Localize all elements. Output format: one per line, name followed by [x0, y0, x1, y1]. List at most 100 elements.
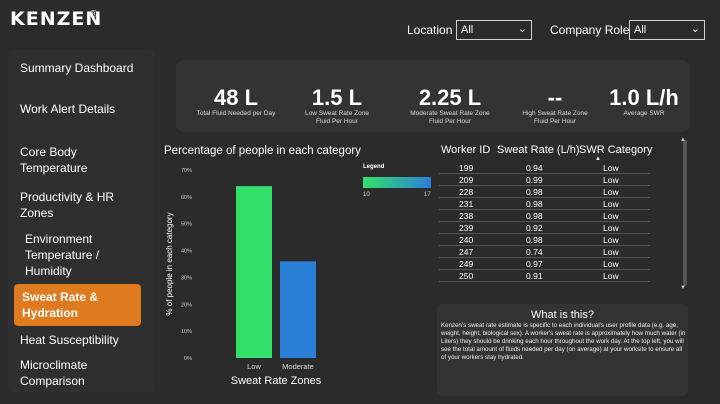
legend-max: 17 [424, 192, 431, 198]
sidebar [8, 50, 154, 392]
cell-worker-id: 231 [459, 199, 474, 209]
cell-worker-id: 239 [459, 223, 474, 233]
nav-work-alert-details[interactable]: Work Alert Details [20, 102, 116, 116]
registered-mark: ® [90, 9, 98, 20]
cell-swr-category: Low [603, 235, 619, 245]
kpi-average-swr-label: Average SWR [623, 110, 665, 117]
kpi-low-zone-value: 1.5 L [311, 85, 363, 110]
nav-summary-dashboard[interactable]: Summary Dashboard [20, 61, 134, 75]
cell-worker-id: 247 [459, 247, 474, 257]
table-row[interactable]: 250 0.91 Low [439, 270, 650, 282]
nav-sweat-rate-hydration[interactable]: Sweat Rate & Hydration [14, 284, 141, 326]
cell-sweat-rate: 0.74 [526, 247, 543, 257]
table-row[interactable]: 249 0.97 Low [439, 258, 650, 270]
kpi-total-fluid-value: 48 L [213, 85, 259, 110]
cell-swr-category: Low [603, 271, 619, 281]
kenzen-logo: KENZEN [10, 8, 103, 30]
table-scrollbar[interactable] [683, 140, 687, 286]
cell-swr-category: Low [603, 199, 619, 209]
x-axis-label: Sweat Rate Zones [231, 375, 322, 387]
table-row[interactable]: 199 0.94 Low [439, 162, 650, 174]
company-role-value: All [634, 24, 647, 36]
cell-worker-id: 199 [459, 163, 474, 173]
cell-swr-category: Low [603, 163, 619, 173]
cell-swr-category: Low [603, 175, 619, 185]
y-tick-label: 70% [181, 168, 192, 174]
bar-low[interactable] [236, 186, 272, 358]
table-row[interactable]: 247 0.74 Low [439, 246, 650, 258]
kpi-high-zone-label: High Sweat Rate Zone Fluid Per Hour [522, 110, 588, 125]
y-tick-label: 10% [181, 329, 192, 335]
cell-worker-id: 228 [459, 187, 474, 197]
scroll-down-icon[interactable]: ▼ [680, 285, 686, 291]
cell-sweat-rate: 0.98 [526, 199, 543, 209]
header-swr-category[interactable]: SWR Category [579, 144, 653, 156]
bar-moderate[interactable] [280, 261, 316, 358]
x-tick-label: Moderate [282, 362, 314, 371]
y-tick-label: 50% [181, 222, 192, 228]
location-dropdown[interactable]: All ⌄ [456, 20, 532, 40]
kpi-panel [176, 60, 690, 132]
info-title: What is this? [531, 309, 594, 321]
cell-sweat-rate: 0.94 [526, 163, 543, 173]
kpi-average-swr-value: 1.0 L/h [609, 85, 679, 110]
table-row[interactable]: 209 0.99 Low [439, 174, 650, 186]
info-panel: What is this? Kenzen's sweat rate estima… [437, 304, 688, 396]
cell-swr-category: Low [603, 223, 619, 233]
kpi-moderate-zone-value: 2.25 L [418, 85, 482, 110]
cell-worker-id: 209 [459, 175, 474, 185]
table-row[interactable]: 239 0.92 Low [439, 222, 650, 234]
cell-worker-id: 238 [459, 211, 474, 221]
company-role-dropdown[interactable]: All ⌄ [629, 20, 705, 40]
scroll-up-icon[interactable]: ▲ [680, 137, 686, 143]
kpi-high-zone-value: -- [547, 85, 563, 110]
y-axis-label: % of people in each category [165, 212, 174, 315]
cell-sweat-rate: 0.98 [526, 187, 543, 197]
chevron-down-icon: ⌄ [690, 23, 700, 35]
cell-sweat-rate: 0.98 [526, 235, 543, 245]
cell-swr-category: Low [603, 211, 619, 221]
cell-sweat-rate: 0.91 [526, 271, 543, 281]
table-row[interactable]: 231 0.98 Low [439, 198, 650, 210]
header-sweat-rate[interactable]: Sweat Rate (L/h) [497, 144, 580, 156]
chevron-down-icon: ⌄ [517, 23, 527, 35]
company-role-label: Company Role [550, 23, 630, 37]
table-row[interactable]: 238 0.98 Low [439, 210, 650, 222]
cell-sweat-rate: 0.97 [526, 259, 543, 269]
kpi-low-zone-label: Low Sweat Rate Zone Fluid Per Hour [305, 110, 369, 125]
worker-table[interactable]: Worker ID Sweat Rate (L/h) SWR Category … [435, 138, 687, 288]
nav-productivity-hr-zones[interactable]: Productivity & HR Zones [20, 190, 115, 220]
info-body: Kenzen's sweat rate estimate is specific… [441, 322, 686, 361]
cell-swr-category: Low [603, 187, 619, 197]
cell-worker-id: 250 [459, 271, 474, 281]
legend-min: 10 [363, 192, 370, 198]
table-row[interactable]: 240 0.98 Low [439, 234, 650, 246]
kpi-total-fluid-label: Total Fluid Needed per Day [196, 110, 276, 117]
location-label: Location [407, 23, 453, 37]
cell-swr-category: Low [603, 259, 619, 269]
x-tick-label: Low [247, 362, 261, 371]
sweat-rate-bar-chart: 0% 10% 20% 30% 40% 50% 60% 70% Low Moderate Sweat … [165, 168, 322, 387]
nav-microclimate-comparison[interactable]: Microclimate Comparison [20, 358, 88, 388]
cell-sweat-rate: 0.99 [526, 175, 543, 185]
y-tick-label: 60% [181, 195, 192, 201]
y-tick-label: 20% [181, 302, 192, 308]
y-tick-label: 30% [181, 275, 192, 281]
cell-sweat-rate: 0.98 [526, 211, 543, 221]
cell-sweat-rate: 0.92 [526, 223, 543, 233]
cell-worker-id: 249 [459, 259, 474, 269]
nav-core-body-temperature[interactable]: Core Body Temperature [20, 145, 88, 175]
chart-title: Percentage of people in each category [164, 145, 361, 157]
nav-heat-susceptibility[interactable]: Heat Susceptibility [20, 333, 119, 347]
header-worker-id[interactable]: Worker ID [441, 144, 491, 156]
legend-title: Legend [363, 164, 385, 170]
nav-environment-temperature[interactable]: Environment Temperature / Humidity [25, 232, 100, 278]
y-tick-label: 40% [181, 249, 192, 255]
legend-gradient [363, 177, 431, 188]
cell-worker-id: 240 [459, 235, 474, 245]
cell-swr-category: Low [603, 247, 619, 257]
y-tick-label: 0% [184, 356, 192, 362]
location-value: All [461, 24, 474, 36]
sort-ascending-icon: ▲ [595, 156, 601, 162]
table-row[interactable]: 228 0.98 Low [439, 186, 650, 198]
